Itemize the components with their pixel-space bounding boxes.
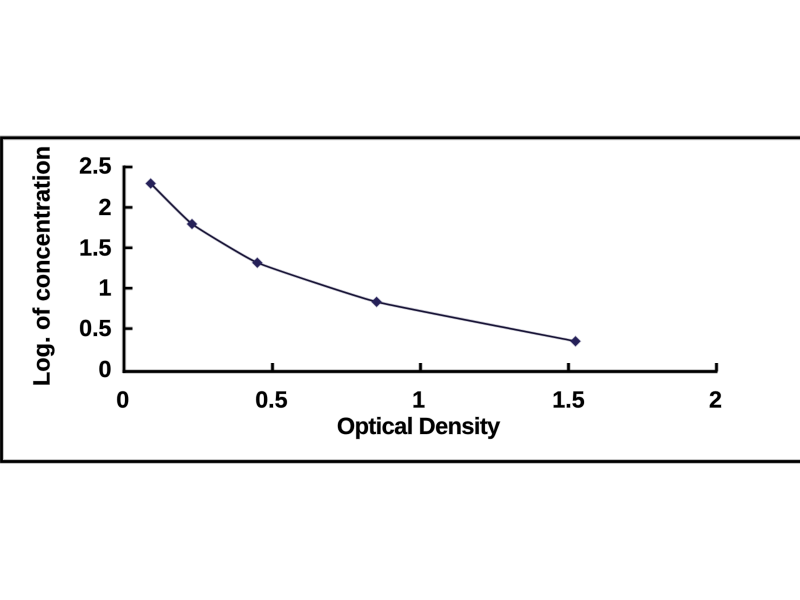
- svg-text:Log. of concentration: Log. of concentration: [29, 146, 55, 386]
- svg-text:0.5: 0.5: [79, 315, 111, 341]
- svg-text:1.5: 1.5: [79, 235, 111, 261]
- svg-text:0: 0: [116, 386, 129, 412]
- svg-text:Optical Density: Optical Density: [337, 413, 500, 439]
- svg-text:1: 1: [412, 386, 425, 412]
- svg-text:2.5: 2.5: [79, 153, 111, 179]
- svg-text:1: 1: [99, 275, 112, 301]
- svg-text:0.5: 0.5: [255, 386, 287, 412]
- svg-text:0: 0: [99, 356, 112, 382]
- svg-text:2: 2: [99, 194, 112, 220]
- svg-text:2: 2: [709, 386, 722, 412]
- svg-text:1.5: 1.5: [552, 386, 584, 412]
